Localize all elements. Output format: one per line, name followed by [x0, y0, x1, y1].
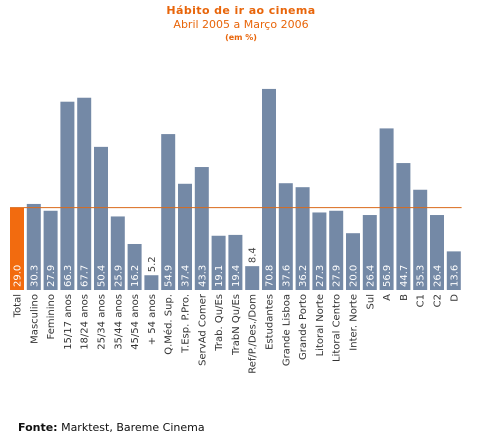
bar-litoral-norte — [312, 212, 327, 290]
value-label-trabn-qu-es: 19.4 — [231, 265, 242, 287]
bar-litoral-centro — [329, 210, 344, 290]
category-label-d: D — [449, 294, 460, 302]
category-label-b: B — [399, 294, 410, 301]
value-label-d: 13.6 — [449, 265, 460, 287]
value-label-c1: 35.3 — [416, 265, 427, 287]
value-label-grande-lisboa: 37.6 — [281, 265, 292, 287]
bar-c2 — [430, 215, 444, 290]
bar-trabn-qu-es — [228, 234, 243, 290]
bar-b — [396, 163, 411, 290]
category-label-litoral-centro: Litoral Centro — [332, 294, 343, 362]
bar-estudantes — [262, 88, 276, 290]
bar-inter-norte — [346, 233, 360, 290]
chart-subtitle: Abril 2005 a Março 2006 — [173, 18, 309, 31]
bar-18-24-anos — [77, 97, 92, 291]
source-label: Fonte: — [18, 421, 58, 434]
value-label-litoral-norte: 27.3 — [315, 265, 326, 287]
bar-feminino — [43, 210, 58, 290]
category-label-a: A — [382, 294, 393, 301]
category-label-masculino: Masculino — [29, 294, 40, 344]
value-label-54-anos: 5.2 — [147, 256, 158, 272]
category-label-servad-comer: ServAd Comer — [197, 293, 208, 366]
bar-servad-comer — [194, 167, 209, 290]
value-label-estudantes: 70.8 — [265, 265, 276, 287]
category-label-grande-lisboa: Grande Lisboa — [281, 294, 292, 366]
bar-45-54-anos — [127, 243, 142, 290]
bar-total — [10, 207, 24, 290]
category-label-estudantes: Estudantes — [265, 294, 276, 350]
value-label-a: 56.9 — [382, 265, 393, 287]
category-label-total: Total — [13, 294, 24, 318]
bar-a — [379, 128, 394, 290]
value-label-total: 29.0 — [13, 265, 24, 287]
value-label-ref-p-des-dom: 8.4 — [248, 247, 259, 263]
value-label-35-44-anos: 25.9 — [113, 265, 124, 287]
value-label-15-17-anos: 66.3 — [63, 265, 74, 287]
bar-q-m-d-sup — [161, 134, 176, 290]
source-text: Marktest, Bareme Cinema — [61, 421, 205, 434]
category-label-35-44-anos: 35/44 anos — [113, 294, 124, 350]
bar-trab-qu-es — [211, 235, 226, 290]
value-label-t-esp-p-pro: 37.4 — [181, 265, 192, 287]
bar-d — [446, 251, 461, 290]
value-label-litoral-centro: 27.9 — [332, 265, 343, 287]
value-label-trab-qu-es: 19.1 — [214, 265, 225, 287]
value-label-q-m-d-sup: 54.9 — [164, 265, 175, 287]
value-label-25-34-anos: 50.4 — [97, 265, 108, 287]
category-label-sul: Sul — [365, 294, 376, 309]
value-label-sul: 26.4 — [365, 265, 376, 287]
bar-35-44-anos — [110, 216, 125, 290]
category-label-t-esp-p-pro: T.Esp. P.Pro. — [181, 294, 192, 354]
value-label-18-24-anos: 67.7 — [80, 265, 91, 287]
bar-sul — [362, 215, 377, 290]
bar-25-34-anos — [94, 146, 108, 290]
value-label-c2: 26.4 — [433, 265, 444, 287]
value-label-masculino: 30.3 — [29, 265, 40, 287]
value-label-grande-porto: 36.2 — [298, 265, 309, 287]
bar-54-anos — [144, 275, 159, 290]
chart-title: Hábito de ir ao cinema — [166, 4, 316, 17]
category-label-trab-qu-es: Trab. Qu/Es — [214, 294, 225, 352]
value-label-b: 44.7 — [399, 265, 410, 287]
bar-grande-porto — [295, 187, 310, 290]
category-label-54-anos: + 54 anos — [147, 294, 158, 345]
category-label-c2: C2 — [433, 294, 444, 307]
category-label-45-54-anos: 45/54 anos — [130, 294, 141, 350]
bar-ref-p-des-dom — [245, 266, 260, 290]
source-note: Fonte: Marktest, Bareme Cinema — [18, 421, 205, 434]
value-label-inter-norte: 20.0 — [349, 265, 360, 287]
bar-c1 — [413, 189, 428, 290]
bar-grande-lisboa — [278, 183, 293, 290]
bar-15-17-anos — [60, 101, 75, 290]
value-label-servad-comer: 43.3 — [197, 265, 208, 287]
category-label-25-34-anos: 25/34 anos — [97, 294, 108, 350]
category-label-q-m-d-sup: Q.Méd. Sup. — [163, 294, 175, 355]
bar-masculino — [26, 203, 41, 290]
category-label-feminino: Feminino — [46, 294, 57, 339]
category-label-litoral-norte: Litoral Norte — [315, 294, 326, 356]
category-label-grande-porto: Grande Porto — [298, 294, 309, 360]
category-label-18-24-anos: 18/24 anos — [80, 294, 91, 350]
category-label-trabn-qu-es: TrabN Qu/Es — [231, 294, 242, 356]
category-label-15-17-anos: 15/17 anos — [63, 294, 74, 350]
category-label-ref-p-des-dom: Ref/P./Des./Dom — [248, 294, 259, 374]
unit-note: (em %) — [225, 33, 257, 42]
category-label-inter-norte: Inter. Norte — [349, 294, 360, 351]
bar-t-esp-p-pro — [178, 183, 192, 290]
value-label-45-54-anos: 16.2 — [130, 265, 141, 287]
value-label-feminino: 27.9 — [46, 265, 57, 287]
category-label-c1: C1 — [416, 294, 427, 307]
